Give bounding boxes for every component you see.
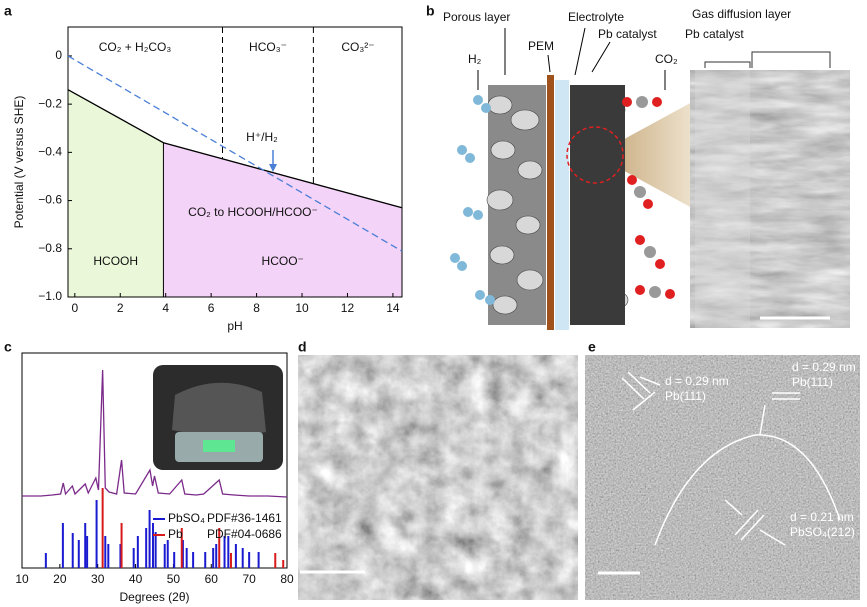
electrolyte bbox=[555, 80, 569, 330]
h2-molecules bbox=[450, 95, 495, 305]
d-spacing: d = 0.29 nm bbox=[665, 374, 729, 388]
annotation: HCO₃⁻ bbox=[249, 40, 287, 54]
bag bbox=[172, 382, 266, 436]
y-tick-label: 0 bbox=[55, 48, 62, 62]
series-line bbox=[67, 55, 403, 252]
d-spacing: d = 0.29 nm bbox=[792, 360, 856, 374]
schematic-label: Gas diffusion layer bbox=[692, 7, 791, 21]
x-tick-label: 40 bbox=[129, 572, 143, 586]
region bbox=[163, 142, 402, 297]
panel-label: a bbox=[4, 3, 12, 19]
schematic-label: PEM bbox=[528, 39, 554, 53]
sem-image bbox=[298, 355, 578, 600]
x-tick-label: 4 bbox=[162, 301, 169, 315]
x-tick-label: 80 bbox=[280, 572, 294, 586]
y-tick-label: −1.0 bbox=[38, 289, 62, 303]
legend-label: PbSO₄ bbox=[168, 511, 205, 525]
schematic-label: CO₂ bbox=[655, 52, 678, 66]
x-tick-label: 60 bbox=[205, 572, 219, 586]
x-tick-label: 10 bbox=[15, 572, 29, 586]
panel-label: b bbox=[426, 3, 435, 19]
x-tick-label: 8 bbox=[253, 301, 260, 315]
x-tick-label: 10 bbox=[295, 301, 309, 315]
annotation: CO₂ to HCOOH/HCOO⁻ bbox=[188, 205, 318, 219]
x-tick-label: 14 bbox=[386, 301, 400, 315]
lattice-plane: PbSO₄(212) bbox=[790, 525, 855, 539]
sem-image bbox=[690, 70, 850, 328]
legend-note: PDF#04-0686 bbox=[207, 527, 282, 541]
zoom-cone bbox=[595, 95, 705, 215]
x-axis-label: pH bbox=[227, 319, 242, 333]
tem-image bbox=[585, 355, 860, 600]
schematic-label: Pb catalyst bbox=[598, 27, 657, 41]
region bbox=[68, 89, 164, 297]
co2-molecules bbox=[622, 96, 675, 299]
plot-frame bbox=[21, 352, 288, 569]
pem bbox=[547, 75, 554, 330]
arrowhead bbox=[269, 164, 277, 172]
d-spacing: d = 0.21 nm bbox=[790, 510, 854, 524]
schematic bbox=[450, 27, 850, 330]
annotation: CO₃²⁻ bbox=[341, 40, 374, 54]
chart: 10 20 30 40 50 60 70 80 Degrees (2θ) PbSO₄ PDF#36-… bbox=[15, 352, 294, 604]
leader bbox=[547, 54, 551, 73]
x-tick-label: 0 bbox=[71, 301, 78, 315]
legend-label: Pb bbox=[168, 527, 183, 541]
x-tick-label: 50 bbox=[167, 572, 181, 586]
x-axis-label: Degrees (2θ) bbox=[119, 590, 189, 604]
y-axis-label: Potential (V versus SHE) bbox=[12, 96, 26, 229]
schematic-label: H₂ bbox=[468, 52, 482, 66]
y-tick-label: −0.2 bbox=[38, 96, 62, 110]
schematic-label: Electrolyte bbox=[568, 10, 624, 24]
panel-label: e bbox=[588, 339, 596, 355]
zoom-circle bbox=[566, 126, 624, 184]
catalyst-region bbox=[695, 70, 750, 328]
leader bbox=[591, 41, 611, 73]
x-tick-label: 20 bbox=[53, 572, 67, 586]
x-tick-label: 30 bbox=[91, 572, 105, 586]
schematic-label: Porous layer bbox=[443, 10, 510, 24]
y-tick-label: −0.8 bbox=[38, 241, 62, 255]
legend-note: PDF#36-1461 bbox=[207, 511, 282, 525]
x-tick-label: 2 bbox=[117, 301, 124, 315]
series-line bbox=[22, 369, 288, 498]
inset-photo bbox=[153, 365, 283, 470]
annotation: H⁺/H₂ bbox=[246, 130, 278, 144]
panel-label: c bbox=[4, 339, 12, 355]
tem-overlay bbox=[598, 371, 841, 575]
lattice-plane: Pb(111) bbox=[792, 375, 833, 389]
y-tick-label: −0.6 bbox=[38, 193, 62, 207]
display bbox=[203, 440, 235, 452]
series-line bbox=[67, 89, 403, 209]
brackets bbox=[704, 51, 831, 68]
x-tick-label: 12 bbox=[341, 301, 355, 315]
y-tick-label: −0.4 bbox=[38, 145, 62, 159]
plot-frame bbox=[67, 26, 403, 298]
x-tick-label: 70 bbox=[242, 572, 256, 586]
schematic-label: Pb catalyst bbox=[685, 27, 744, 41]
catalyst-layer bbox=[570, 85, 625, 325]
leader bbox=[574, 27, 586, 76]
chart: HCOOH HCOO⁻ 0 2 4 6 8 10 12 14 0 −0.2 −0.4 −0.6 −0.8 −1… bbox=[12, 26, 403, 333]
region-label: HCOO⁻ bbox=[262, 254, 304, 268]
lattice-plane: Pb(111) bbox=[665, 389, 706, 403]
x-tick-label: 6 bbox=[208, 301, 215, 315]
panel-label: d bbox=[298, 339, 307, 355]
annotation: CO₂ + H₂CO₃ bbox=[99, 40, 172, 54]
region-label: HCOOH bbox=[93, 254, 138, 268]
